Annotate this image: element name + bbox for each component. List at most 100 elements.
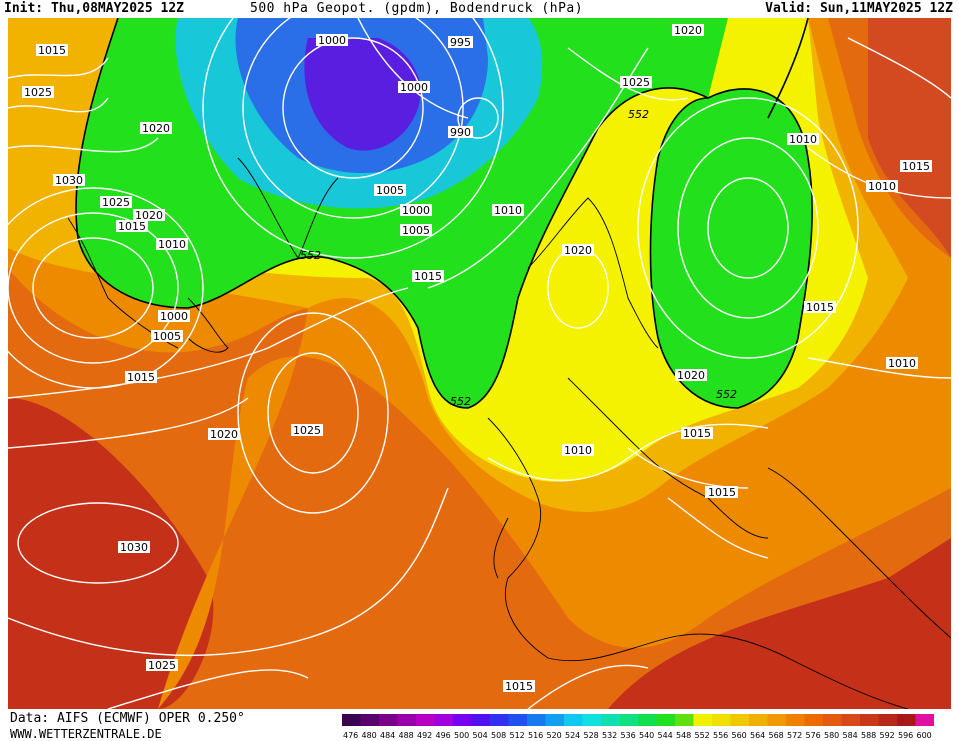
- isobar-label-bg: [374, 184, 406, 196]
- scale-tick-label: 552: [695, 731, 710, 740]
- isobar-label-bg: [133, 209, 165, 221]
- isobar-label-bg: [787, 133, 819, 145]
- isobar-label: 1010: [888, 357, 916, 370]
- isobar-label-bg: [22, 86, 54, 98]
- scale-tick-label: 508: [491, 731, 506, 740]
- scale-tick-label: 536: [621, 731, 636, 740]
- scale-swatch: [656, 714, 675, 726]
- scale-tick-label: 548: [676, 731, 691, 740]
- scale-swatch: [545, 714, 564, 726]
- website-label: WWW.WETTERZENTRALE.DE: [10, 727, 162, 741]
- isobar-label-bg: [672, 24, 704, 36]
- isobar-label: 1025: [102, 196, 130, 209]
- scale-tick-label: 544: [658, 731, 673, 740]
- contour-label-552: 552: [716, 388, 737, 401]
- scale-swatch: [638, 714, 657, 726]
- scale-tick-label: 512: [510, 731, 525, 740]
- isobar-label: 1005: [153, 330, 181, 343]
- isobar-label-bg: [400, 204, 432, 216]
- scale-tick-label: 568: [769, 731, 784, 740]
- isobar-label: 1030: [55, 174, 83, 187]
- isobar-label: 1030: [120, 541, 148, 554]
- scale-swatch: [767, 714, 786, 726]
- coastlines: [67, 157, 951, 709]
- scale-swatch: [915, 714, 934, 726]
- init-time: Init: Thu,08MAY2025 12Z: [4, 1, 185, 16]
- scale-tick-label: 596: [898, 731, 913, 740]
- isobar-label-bg: [100, 196, 132, 208]
- scale-tick-label: 520: [547, 731, 562, 740]
- scale-swatch: [434, 714, 453, 726]
- scale-tick-label: 524: [565, 731, 580, 740]
- contour-label-552: 552: [450, 395, 471, 408]
- scale-swatch: [749, 714, 768, 726]
- isobar-label-bg: [400, 224, 432, 236]
- isobar-label-bg: [316, 34, 348, 46]
- isobar-label: 1005: [376, 184, 404, 197]
- isobar-label: 1020: [677, 369, 705, 382]
- isobar-label-bg: [158, 310, 190, 322]
- scale-swatch: [416, 714, 435, 726]
- scale-swatch: [360, 714, 379, 726]
- isobar-label: 995: [450, 36, 471, 49]
- isobar-label-bg: [291, 424, 323, 436]
- isobar-label-bg: [156, 238, 188, 250]
- isobar-label: 1025: [148, 659, 176, 672]
- isobar-label-bg: [866, 180, 898, 192]
- scale-swatch: [490, 714, 509, 726]
- isobar-label: 1010: [564, 444, 592, 457]
- scale-tick-label: 588: [861, 731, 876, 740]
- contour-labels: 552 552 552 552: [300, 108, 737, 408]
- scale-tick-label: 496: [436, 731, 451, 740]
- scale-swatch: [619, 714, 638, 726]
- isobar-label-bg: [706, 486, 738, 498]
- scale-tick-label: 528: [584, 731, 599, 740]
- isobar-label-bg: [116, 220, 148, 232]
- scale-swatch: [582, 714, 601, 726]
- scale-tick-label: 500: [454, 731, 469, 740]
- isobar-label-bg: [398, 81, 430, 93]
- isobar-label: 1010: [158, 238, 186, 251]
- isobar-label: 1020: [142, 122, 170, 135]
- isobar-label-bg: [448, 36, 473, 48]
- scale-tick-label: 484: [380, 731, 395, 740]
- scale-swatch: [601, 714, 620, 726]
- scale-swatch: [379, 714, 398, 726]
- isobar-label: 1015: [806, 301, 834, 314]
- contour-label-552: 552: [628, 108, 649, 121]
- isobar-label-bg: [125, 371, 157, 383]
- contour-label-552: 552: [300, 249, 321, 262]
- contour-552-west: [75, 18, 709, 409]
- scale-tick-label: 540: [639, 731, 654, 740]
- scale-swatch: [860, 714, 879, 726]
- isobar-label: 1015: [708, 486, 736, 499]
- isobar-label-bg: [448, 126, 473, 138]
- isobar-label: 1015: [127, 371, 155, 384]
- isobar-label-bg: [146, 659, 178, 671]
- scale-tick-label: 572: [787, 731, 802, 740]
- scale-tick-label: 476: [343, 731, 358, 740]
- map-footer: Data: AIFS (ECMWF) OPER 0.250° WWW.WETTE…: [0, 709, 959, 741]
- isobar-label-bg: [36, 44, 68, 56]
- scale-swatch: [823, 714, 842, 726]
- contour-552-ne: [767, 18, 809, 119]
- scale-tick-label: 488: [399, 731, 414, 740]
- isobar-label: 990: [450, 126, 471, 139]
- isobar-label: 1010: [494, 204, 522, 217]
- color-scale: 476 480 484 488 492 496 500 504 508 512 516 520 524 5…: [336, 712, 956, 740]
- scale-tick-label: 504: [473, 731, 488, 740]
- isobar-label: 1015: [414, 270, 442, 283]
- field-violet: [304, 38, 421, 151]
- contour-552-east: [649, 88, 813, 409]
- scale-tick-label: 532: [602, 731, 617, 740]
- isobar-label: 1020: [210, 428, 238, 441]
- scale-swatch: [527, 714, 546, 726]
- weather-map: 1015 1025 1020 1030 1025 1020 1015 1010 1000 1005…: [8, 18, 951, 709]
- isobar-label-bg: [412, 270, 444, 282]
- field-red-ne: [868, 18, 951, 258]
- isobar-label: 1020: [135, 209, 163, 222]
- map-title: 500 hPa Geopot. (gpdm), Bodendruck (hPa): [250, 1, 584, 16]
- isobar-label: 1015: [683, 427, 711, 440]
- isobar-label-bg: [675, 369, 707, 381]
- scale-swatch: [712, 714, 731, 726]
